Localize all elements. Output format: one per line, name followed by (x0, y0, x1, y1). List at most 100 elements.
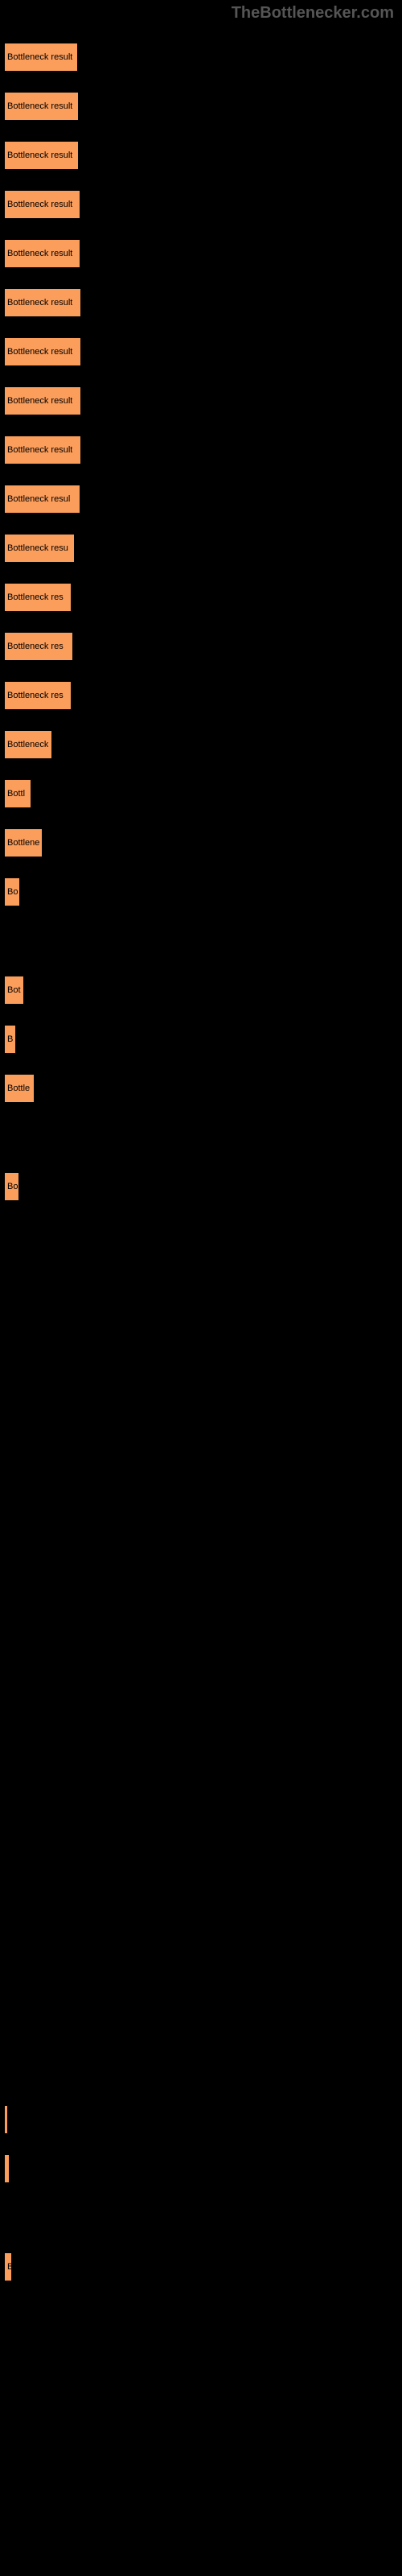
bar: Bottleneck result (4, 436, 81, 464)
bar-label: Bottleneck result (7, 396, 72, 406)
bar: Bottleneck result (4, 386, 81, 415)
bar-label: Bottlene (7, 838, 39, 848)
bar-label: Bottleneck res (7, 642, 64, 651)
bar: B (4, 2252, 12, 2281)
bar-row: Bottle (4, 1063, 402, 1113)
bar-row (4, 2291, 402, 2340)
bar-row (4, 1309, 402, 1358)
bar-label: Bottleneck (7, 740, 48, 749)
bar-label: Bottleneck result (7, 52, 72, 62)
bar-label: Bottleneck result (7, 347, 72, 357)
bar-label: Bottl (7, 789, 25, 799)
bar-label: Bo (7, 887, 18, 897)
bar-label: Bottleneck result (7, 249, 72, 258)
bar-row (4, 1702, 402, 1751)
bar-label: Bot (7, 985, 21, 995)
bar: Bottlene (4, 828, 43, 857)
bar: Bottleneck result (4, 43, 78, 72)
bar-row (4, 2389, 402, 2438)
bar-row (4, 2193, 402, 2242)
bar: Bottl (4, 779, 31, 808)
bar-row (4, 1751, 402, 1800)
bar-row (4, 2095, 402, 2144)
bar-label: B (7, 2262, 11, 2272)
bar-row: Bottlene (4, 818, 402, 867)
bar-label: Bottleneck resu (7, 543, 68, 553)
bar-label: Bottleneck result (7, 151, 72, 160)
bar: Bottleneck (4, 730, 52, 759)
bar: Bottleneck result (4, 337, 81, 366)
bar-row (4, 2340, 402, 2389)
bar-row (4, 1358, 402, 1407)
bar-label: Bottleneck res (7, 592, 64, 602)
bar-row (4, 1604, 402, 1653)
bar-label: Bottleneck res (7, 691, 64, 700)
bar: Bottleneck resu (4, 534, 75, 563)
bar-row: Bottleneck res (4, 572, 402, 621)
bar-row: Bottleneck resu (4, 523, 402, 572)
bar-row: Bottleneck result (4, 278, 402, 327)
bar: Bottleneck result (4, 141, 79, 170)
bar: Bottleneck result (4, 92, 79, 121)
bar-row (4, 1849, 402, 1898)
bar-row: B (4, 1014, 402, 1063)
bar-label: Bottleneck resul (7, 494, 70, 504)
bar-row (4, 1898, 402, 1947)
bar: Bottle (4, 1074, 35, 1103)
bar-row: Bottleneck resul (4, 474, 402, 523)
bar-label: Bottleneck result (7, 445, 72, 455)
bar-row: Bottleneck result (4, 180, 402, 229)
watermark-text: TheBottlenecker.com (232, 4, 394, 23)
bar: Bo (4, 877, 20, 906)
bar: Bottleneck res (4, 632, 73, 661)
bar-label: Bottle (7, 1084, 30, 1093)
bar-chart: Bottleneck result Bottleneck result Bottle… (0, 0, 402, 2537)
bar-row (4, 2487, 402, 2537)
bar-row: Bottleneck result (4, 425, 402, 474)
bar-row (4, 1260, 402, 1309)
bar-row (4, 2144, 402, 2193)
bar: Bottleneck resul (4, 485, 80, 514)
bar-label: Bo (7, 1182, 18, 1191)
bar-row (4, 1996, 402, 2046)
bar-label: B (7, 1034, 13, 1044)
bar-row: Bottleneck res (4, 671, 402, 720)
bar: Bottleneck res (4, 583, 72, 612)
bar-row (4, 1653, 402, 1702)
bar-row: Bottleneck result (4, 32, 402, 81)
bar-row: Bottleneck result (4, 376, 402, 425)
bar: Bottleneck result (4, 190, 80, 219)
bar-row: Bottleneck result (4, 81, 402, 130)
bar: Bottleneck res (4, 681, 72, 710)
bar: Bo (4, 1172, 19, 1201)
bar-label: Bottleneck result (7, 200, 72, 209)
bar-row (4, 1800, 402, 1849)
bar-row: B (4, 2242, 402, 2291)
bar-row: Bottleneck (4, 720, 402, 769)
bar-row (4, 1505, 402, 1554)
bar: Bot (4, 976, 24, 1005)
bar-label: Bottleneck result (7, 101, 72, 111)
bar-row (4, 1947, 402, 1996)
bar-row: Bottleneck res (4, 621, 402, 671)
bar-row (4, 1456, 402, 1505)
bar-row (4, 1211, 402, 1260)
bar-row (4, 1113, 402, 1162)
bar-row: Bo (4, 867, 402, 916)
bar-row: Bottl (4, 769, 402, 818)
bar (4, 2105, 8, 2134)
bar-row: Bottleneck result (4, 327, 402, 376)
bar-row (4, 1407, 402, 1456)
bar-row (4, 2046, 402, 2095)
bar: Bottleneck result (4, 239, 80, 268)
bar-row: Bottleneck result (4, 130, 402, 180)
bar-row (4, 916, 402, 965)
bar: B (4, 1025, 16, 1054)
bar-label: Bottleneck result (7, 298, 72, 308)
bar-row: Bo (4, 1162, 402, 1211)
bar-row: Bottleneck result (4, 229, 402, 278)
bar: Bottleneck result (4, 288, 81, 317)
bar (4, 2154, 10, 2183)
bar-row: Bot (4, 965, 402, 1014)
bar-row (4, 2438, 402, 2487)
